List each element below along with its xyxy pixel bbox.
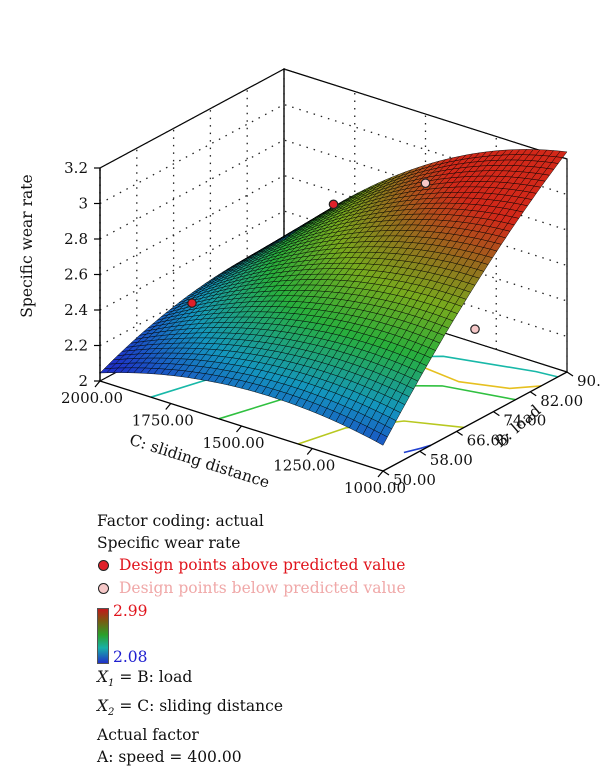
x-tick — [165, 403, 172, 410]
z-tick-label: 2 — [78, 372, 88, 390]
x-tick-label: 1750.00 — [132, 412, 194, 430]
actual-factor-label: Actual factor — [97, 726, 199, 745]
contour-line — [403, 444, 432, 454]
legend-item-above: Design points above predicted value — [97, 554, 587, 577]
pink-dot-icon — [98, 583, 109, 594]
y-tick-label: 74.00 — [503, 412, 546, 430]
x-tick — [94, 380, 101, 388]
x-tick — [377, 470, 384, 478]
y-tick-label: 90.00 — [577, 372, 600, 390]
red-dot-icon — [98, 560, 109, 571]
x-tick-label: 1250.00 — [273, 457, 335, 475]
y-tick — [493, 411, 500, 417]
x1-definition: X1 = B: load — [97, 666, 587, 695]
x-tick — [306, 448, 313, 455]
x2-symbol: X2 — [97, 697, 115, 719]
design-point-below — [420, 178, 431, 189]
x-tick-label: 1500.00 — [202, 434, 264, 452]
y-tick-label: 82.00 — [540, 392, 583, 410]
x1-symbol: X1 — [97, 668, 115, 690]
y-tick — [456, 430, 463, 436]
legend-above-label: Design points above predicted value — [119, 556, 406, 574]
x1-text: = B: load — [114, 668, 193, 686]
x-tick-label: 1000.00 — [344, 479, 406, 497]
surface-plot: 2 2.2 2.4 2.6 2.8 3 3.2 2000.00 1750.00 1500.00 12… — [18, 67, 600, 497]
color-min-label: 2.08 — [113, 648, 148, 666]
y-tick — [529, 391, 537, 397]
y-tick-label: 50.00 — [393, 471, 436, 489]
y-axis-line — [382, 371, 568, 472]
x2-text: = C: sliding distance — [114, 697, 283, 716]
design-point-above — [328, 199, 339, 210]
z-tick-label: 2.8 — [64, 230, 88, 248]
color-bar — [97, 608, 109, 664]
y-tick — [566, 371, 574, 377]
axes — [94, 167, 574, 478]
z-tick-label: 2.6 — [64, 266, 88, 284]
surface-cell — [99, 368, 112, 374]
z-axis-title: Specific wear rate — [18, 174, 36, 317]
back-wall — [283, 68, 568, 373]
design-points — [187, 178, 480, 334]
z-tick-label: 2.4 — [64, 301, 88, 319]
design-point-above — [187, 298, 197, 308]
design-point-below — [470, 324, 480, 334]
legend-panel: Factor coding: actual Specific wear rate… — [97, 510, 587, 768]
legend-below-label: Design points below predicted value — [119, 579, 406, 597]
y-tick-label: 66.00 — [467, 431, 510, 449]
factor-coding-label: Factor coding: actual — [97, 512, 264, 530]
color-max-label: 2.99 — [113, 602, 148, 620]
response-surface — [99, 149, 568, 446]
response-label: Specific wear rate — [97, 534, 241, 552]
x2-definition: X2 = C: sliding distance — [97, 695, 587, 724]
x-tick-label: 2000.00 — [61, 389, 123, 407]
x-tick — [236, 425, 242, 433]
actual-factor-value: A: speed = 400.00 — [97, 748, 242, 767]
legend-item-below: Design points below predicted value — [97, 577, 587, 600]
y-tick — [419, 450, 427, 456]
z-tick-label: 3 — [78, 195, 88, 213]
color-scale: 2.99 2.08 — [97, 602, 587, 666]
y-tick-label: 58.00 — [430, 451, 473, 469]
z-tick-label: 2.2 — [64, 337, 88, 355]
y-tick — [382, 470, 390, 476]
z-tick-label: 3.2 — [64, 159, 88, 177]
